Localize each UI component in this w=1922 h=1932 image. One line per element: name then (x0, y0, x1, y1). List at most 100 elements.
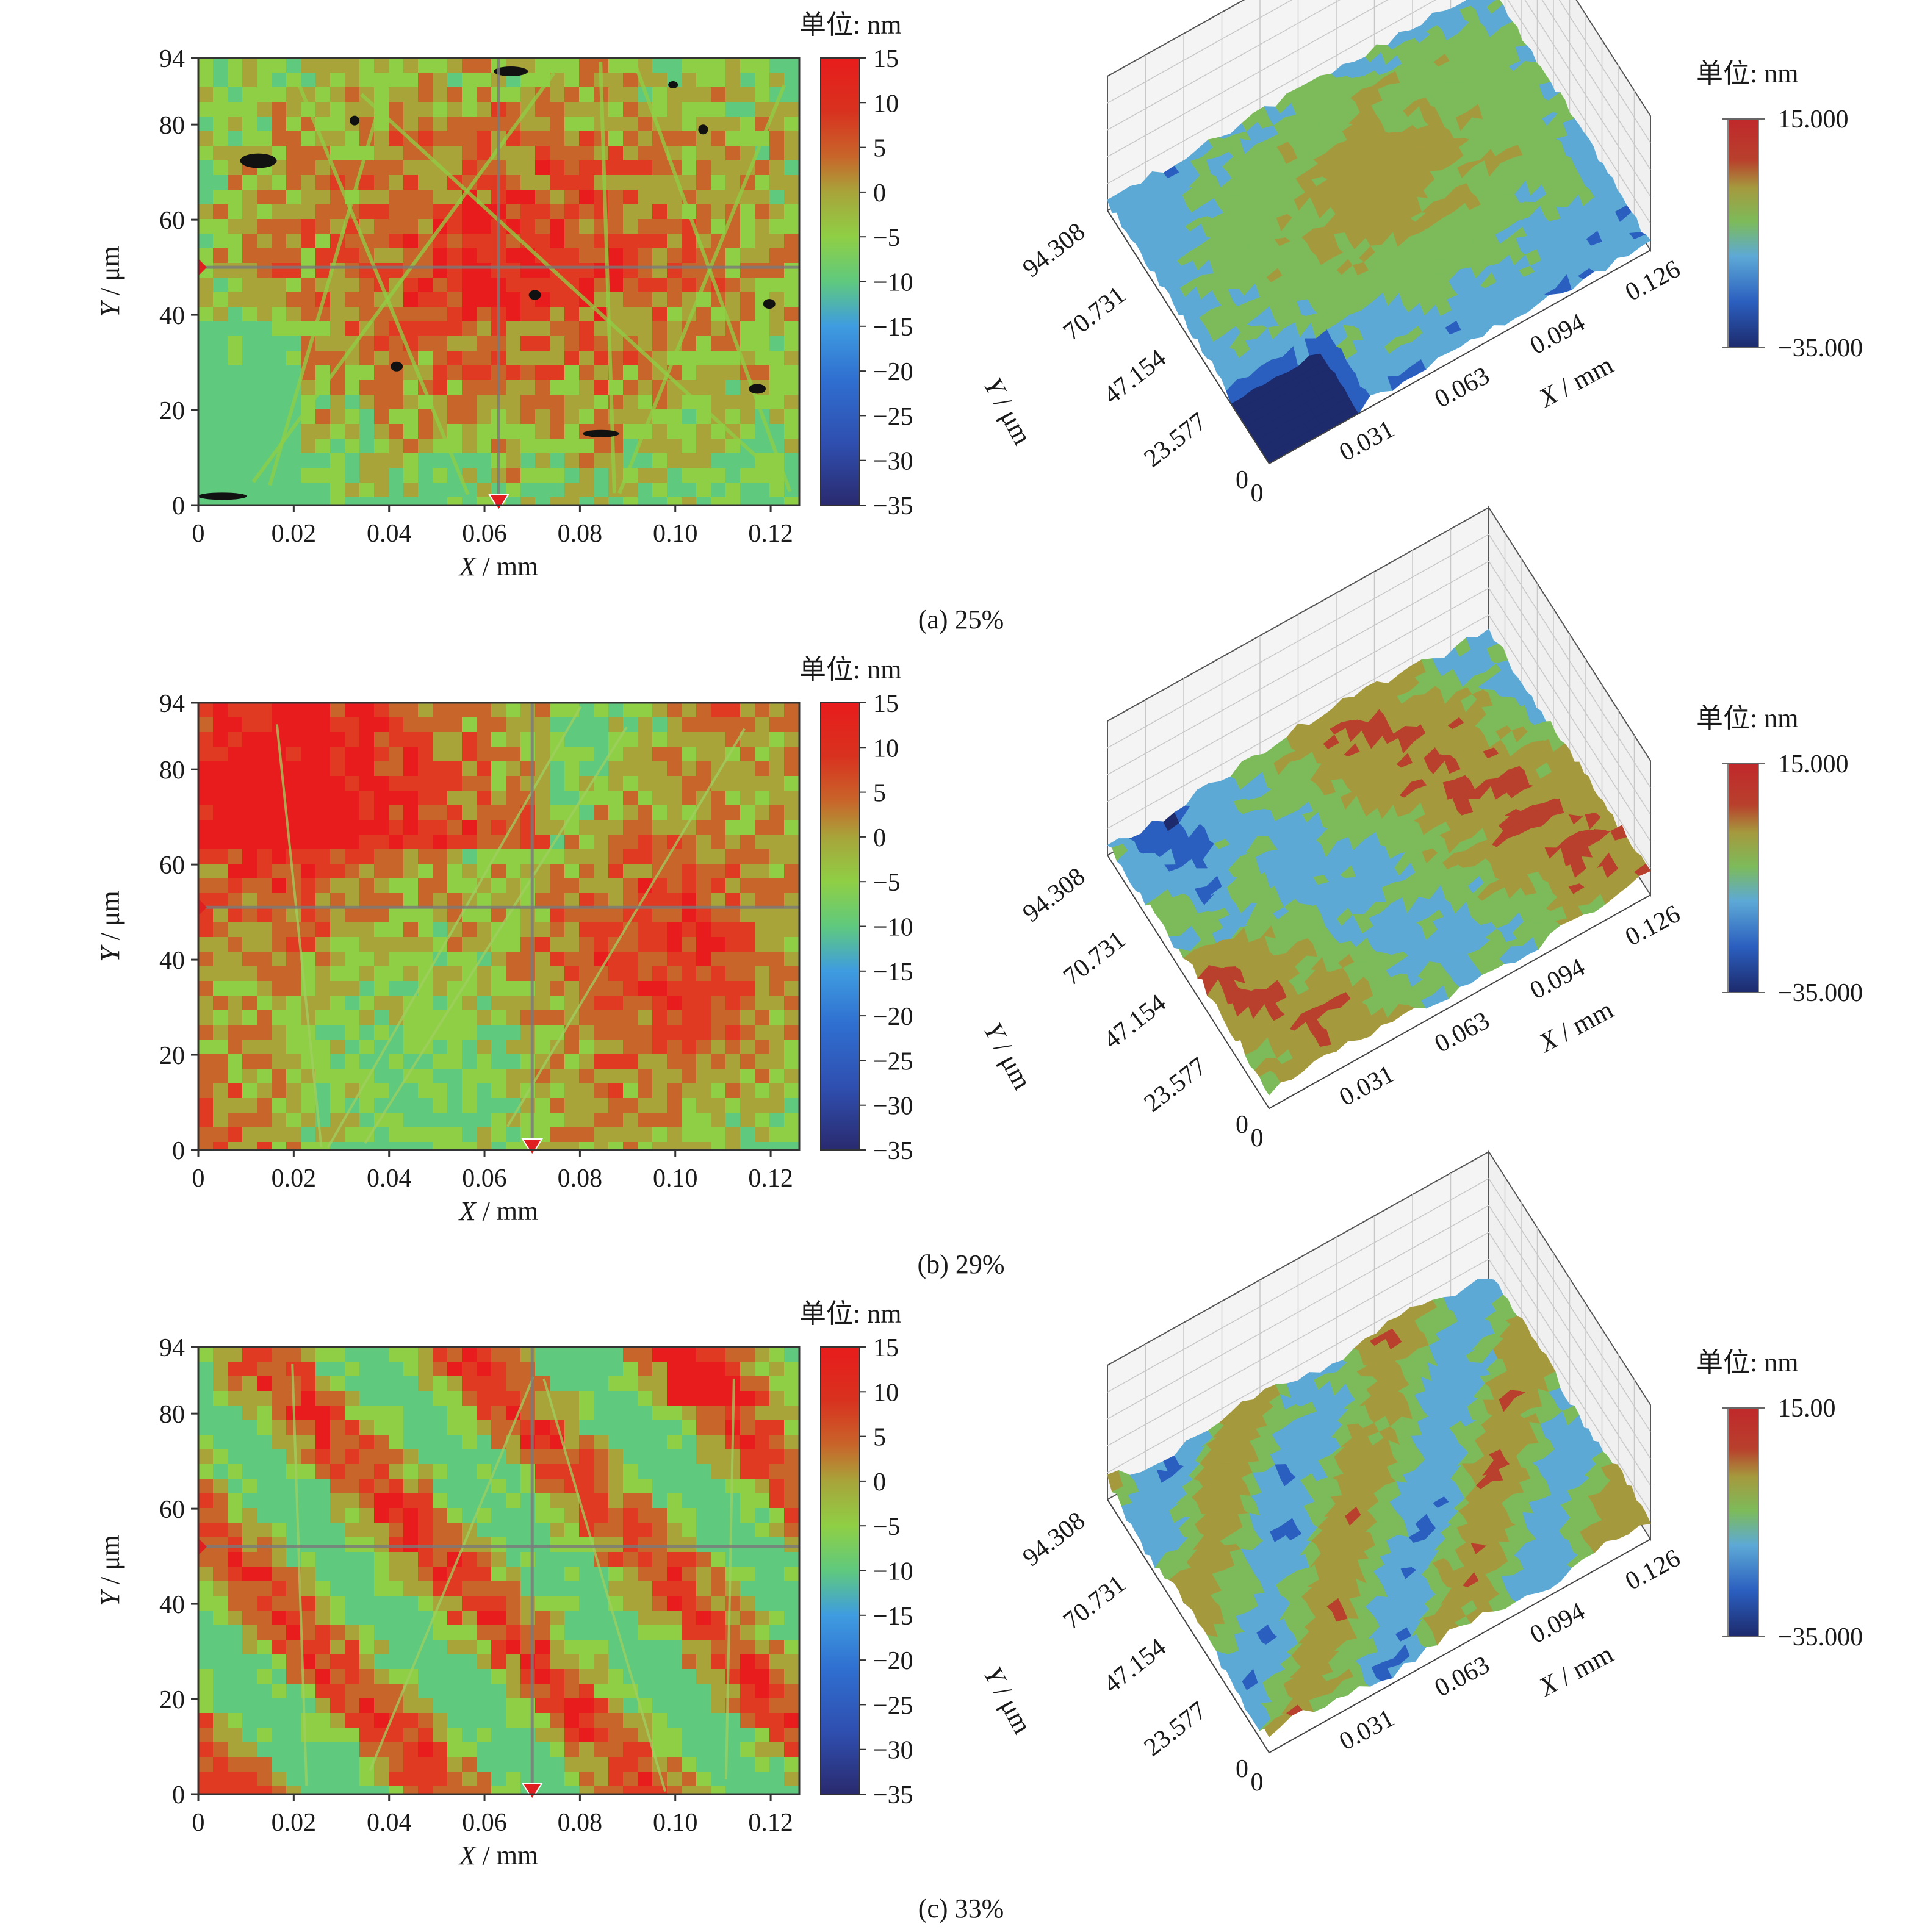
map-cell (740, 878, 755, 893)
map-cell (477, 380, 491, 395)
map-cell (784, 1142, 799, 1150)
map-cell (359, 966, 374, 981)
map-cell (564, 439, 579, 453)
map-cell (755, 204, 769, 219)
map-cell (535, 160, 550, 175)
map-cell (711, 849, 725, 864)
map-cell (462, 1113, 477, 1127)
map-cell (784, 219, 799, 234)
map-cell (359, 395, 374, 409)
x3d-tick-label: 0 (1251, 479, 1264, 508)
map-cell (462, 87, 477, 102)
map-cell (755, 278, 769, 292)
map-cell (374, 908, 389, 922)
map-cell (374, 1010, 389, 1025)
map-cell (535, 966, 550, 981)
map-cell (301, 468, 315, 483)
map-cell (550, 219, 564, 234)
map-cell (433, 981, 447, 996)
map-cell (638, 791, 652, 805)
map-cell (403, 146, 418, 160)
map-cell (447, 263, 462, 278)
map-cell (359, 73, 374, 87)
map-cell (374, 146, 389, 160)
map-cell (550, 87, 564, 102)
map-cell (242, 1040, 257, 1054)
map-cell (638, 1127, 652, 1142)
map-cell (403, 922, 418, 937)
map-cell (667, 248, 682, 263)
map-cell (345, 248, 359, 263)
map-cell (301, 424, 315, 439)
map-cell (623, 409, 638, 424)
map-cell (696, 497, 711, 505)
map-cell (667, 1083, 682, 1098)
map-cell (389, 73, 403, 87)
map-cell (345, 717, 359, 732)
map-cell (477, 292, 491, 307)
map-cell (535, 1010, 550, 1025)
map-cell (755, 1113, 769, 1127)
map-cell (711, 117, 725, 131)
map-cell (784, 497, 799, 505)
wall-grid-line (1107, 0, 1651, 224)
map-cell (345, 58, 359, 73)
map-cell (667, 439, 682, 453)
map-cell (696, 966, 711, 981)
map-cell (491, 1025, 506, 1040)
map-cell (725, 160, 740, 175)
map-cell (520, 219, 535, 234)
map-cell (242, 761, 257, 776)
map-cell (198, 820, 213, 835)
map-cell (623, 190, 638, 204)
map-cell (652, 820, 667, 835)
map-cell (784, 263, 799, 278)
map-cell (198, 248, 213, 263)
map-cell (462, 73, 477, 87)
map-cell (374, 439, 389, 453)
map-cell (462, 1127, 477, 1142)
map-cell (272, 820, 286, 835)
map-cell (315, 761, 330, 776)
map-cell (652, 1040, 667, 1054)
map-cell (652, 175, 667, 190)
map-cell (594, 1142, 608, 1150)
map-cell (711, 321, 725, 336)
colorbar-3d-max: 15.000 (1778, 106, 1849, 134)
map-cell (389, 1069, 403, 1083)
map-cell (418, 835, 433, 849)
map-cell (564, 908, 579, 922)
map-cell (198, 1054, 213, 1069)
map-cell (755, 1054, 769, 1069)
map-cell (564, 864, 579, 878)
map-cell (462, 937, 477, 952)
map-cell (213, 1113, 228, 1127)
map-cell (579, 307, 594, 321)
map-cell (769, 776, 784, 791)
map-cell (330, 717, 345, 732)
map-cell (682, 131, 696, 146)
map-cell (477, 1142, 491, 1150)
map-cell (579, 732, 594, 747)
map-cell (198, 966, 213, 981)
map-cell (491, 1098, 506, 1113)
map-cell (242, 131, 257, 146)
map-cell (550, 102, 564, 117)
map-cell (228, 1083, 242, 1098)
map-cell (315, 468, 330, 483)
map-cell (623, 73, 638, 87)
map-cell (374, 1127, 389, 1142)
map-cell (769, 1083, 784, 1098)
map-cell (623, 483, 638, 497)
map-cell (564, 409, 579, 424)
map-cell (345, 747, 359, 761)
map-cell (623, 1142, 638, 1150)
map-cell (198, 365, 213, 380)
map-cell (652, 321, 667, 336)
map-cell (213, 820, 228, 835)
map-cell (462, 204, 477, 219)
map-cell (198, 468, 213, 483)
map-cell (667, 981, 682, 996)
map-cell (286, 321, 301, 336)
